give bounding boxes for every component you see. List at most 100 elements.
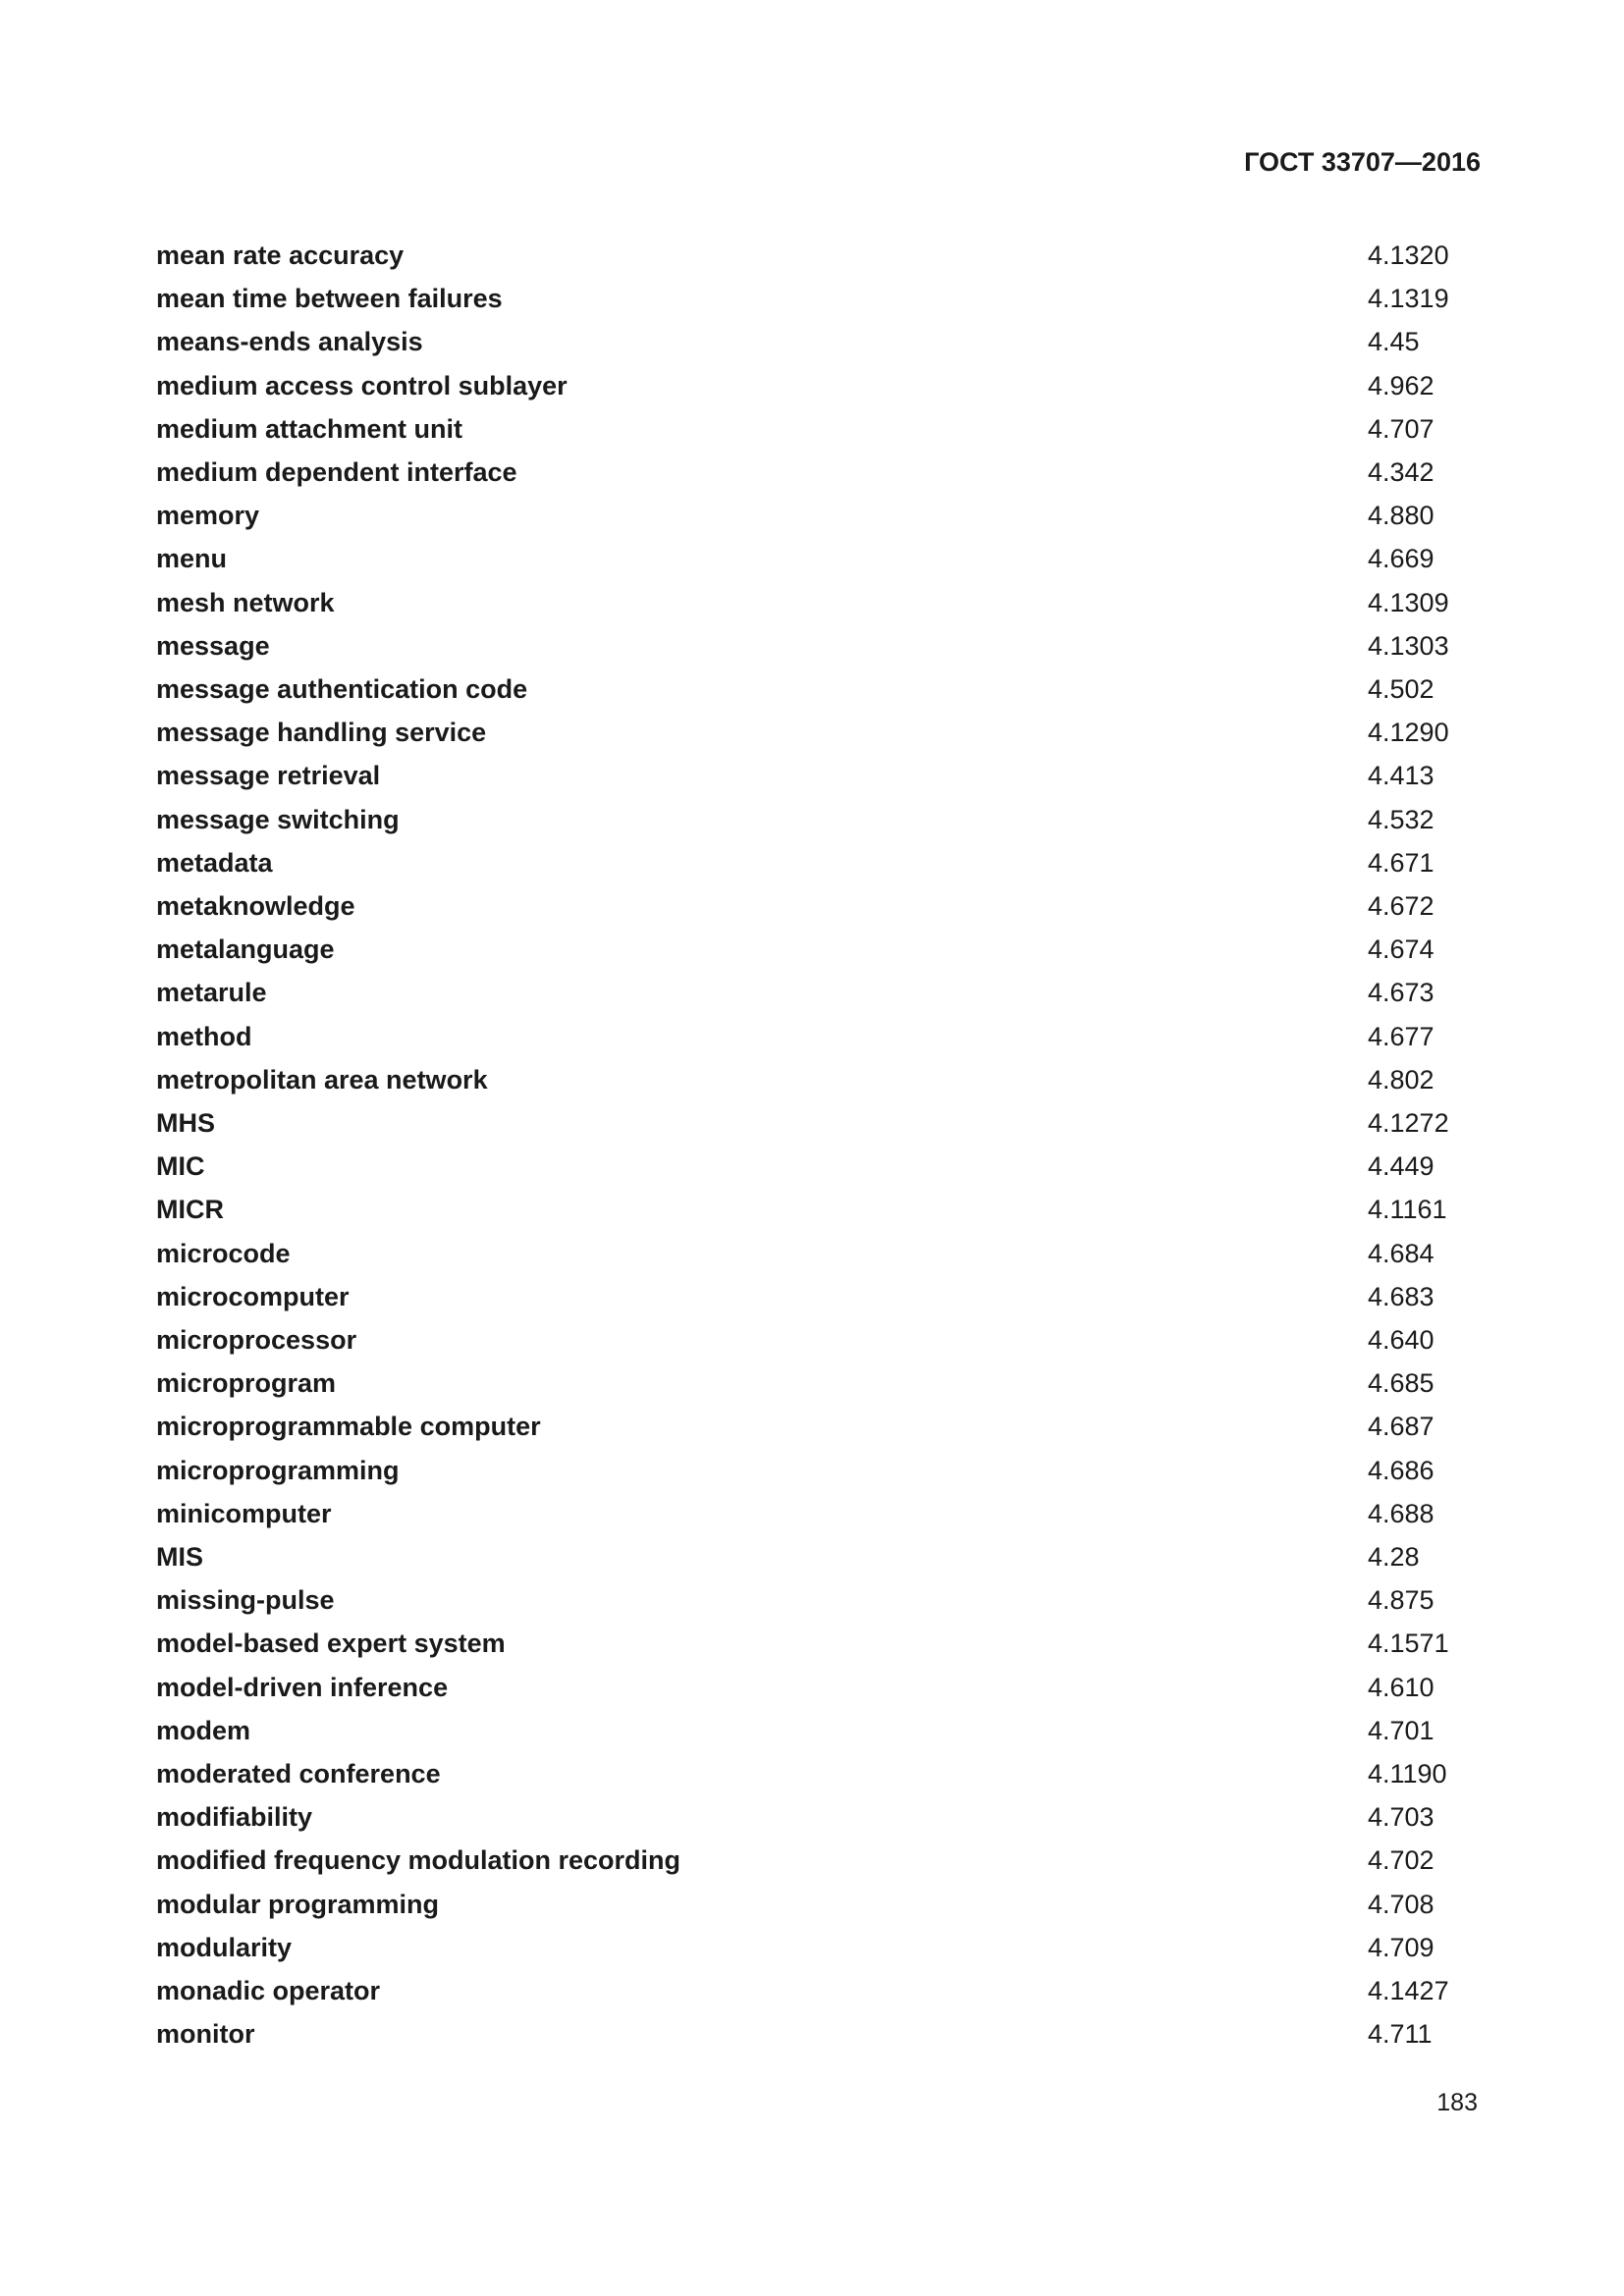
index-entry: method 4.677 bbox=[156, 1015, 1531, 1058]
entry-term: metadata bbox=[156, 847, 273, 878]
entry-reference: 4.686 bbox=[1368, 1455, 1435, 1485]
page-number: 183 bbox=[1436, 2089, 1478, 2116]
entry-reference: 4.342 bbox=[1368, 457, 1435, 487]
entry-reference: 4.701 bbox=[1368, 1715, 1435, 1745]
entry-reference: 4.671 bbox=[1368, 847, 1435, 878]
entry-reference: 4.1427 bbox=[1368, 1976, 1449, 2005]
entry-reference: 4.1319 bbox=[1368, 284, 1449, 314]
index-entry: metropolitan area network 4.802 bbox=[156, 1058, 1531, 1101]
index-entry: minicomputer 4.688 bbox=[156, 1492, 1531, 1535]
index-entry: metadata 4.671 bbox=[156, 841, 1531, 884]
entry-term: MIC bbox=[156, 1151, 205, 1182]
entry-term: microprogram bbox=[156, 1368, 337, 1399]
entry-reference: 4.875 bbox=[1368, 1585, 1435, 1616]
index-entry: metaknowledge 4.672 bbox=[156, 884, 1531, 928]
entry-reference: 4.1309 bbox=[1368, 587, 1449, 617]
entry-term: modularity bbox=[156, 1932, 293, 1962]
index-entry: modularity 4.709 bbox=[156, 1926, 1531, 1969]
entry-reference: 4.1303 bbox=[1368, 630, 1449, 661]
entry-reference: 4.683 bbox=[1368, 1281, 1435, 1311]
entry-term: mesh network bbox=[156, 587, 335, 617]
index-entry: microprocessor 4.640 bbox=[156, 1318, 1531, 1362]
index-entry: missing-pulse 4.875 bbox=[156, 1578, 1531, 1622]
entry-reference: 4.532 bbox=[1368, 804, 1435, 834]
entry-term: metalanguage bbox=[156, 934, 335, 965]
index-entry: message 4.1303 bbox=[156, 624, 1531, 667]
entry-reference: 4.1272 bbox=[1368, 1108, 1449, 1138]
entry-reference: 4.702 bbox=[1368, 1845, 1435, 1876]
entry-term: modular programming bbox=[156, 1889, 440, 1919]
entry-reference: 4.802 bbox=[1368, 1064, 1435, 1095]
entry-term: message authentication code bbox=[156, 674, 528, 704]
entry-term: mean time between failures bbox=[156, 284, 503, 314]
index-entry: mesh network 4.1309 bbox=[156, 581, 1531, 624]
entry-reference: 4.688 bbox=[1368, 1498, 1435, 1528]
index-entry: message switching 4.532 bbox=[156, 798, 1531, 841]
entry-reference: 4.703 bbox=[1368, 1802, 1435, 1833]
index-entry: MIS 4.28 bbox=[156, 1535, 1531, 1578]
entry-reference: 4.1161 bbox=[1368, 1195, 1447, 1225]
entry-term: metarule bbox=[156, 978, 267, 1008]
entry-term: metaknowledge bbox=[156, 891, 355, 921]
entry-term: missing-pulse bbox=[156, 1585, 335, 1616]
entry-term: minicomputer bbox=[156, 1498, 332, 1528]
entry-term: moderated conference bbox=[156, 1759, 441, 1789]
entry-term: model-driven inference bbox=[156, 1672, 449, 1702]
index-entry: message handling service 4.1290 bbox=[156, 711, 1531, 754]
entry-reference: 4.674 bbox=[1368, 934, 1435, 965]
index-entry: mean rate accuracy 4.1320 bbox=[156, 234, 1531, 277]
entry-reference: 4.610 bbox=[1368, 1672, 1435, 1702]
entry-reference: 4.1290 bbox=[1368, 718, 1449, 748]
entry-reference: 4.449 bbox=[1368, 1151, 1435, 1182]
entry-reference: 4.685 bbox=[1368, 1368, 1435, 1399]
index-entry: mean time between failures 4.1319 bbox=[156, 277, 1531, 320]
entry-term: method bbox=[156, 1021, 252, 1051]
index-entry: MICR 4.1161 bbox=[156, 1188, 1531, 1231]
entry-term: modified frequency modulation recording bbox=[156, 1845, 681, 1876]
entry-reference: 4.1190 bbox=[1368, 1759, 1447, 1789]
index-entry: modifiability 4.703 bbox=[156, 1795, 1531, 1839]
entry-reference: 4.711 bbox=[1368, 2019, 1433, 2050]
entry-term: model-based expert system bbox=[156, 1629, 506, 1659]
index-entry: memory 4.880 bbox=[156, 494, 1531, 537]
entry-reference: 4.684 bbox=[1368, 1238, 1435, 1268]
entry-term: message handling service bbox=[156, 718, 487, 748]
entry-term: medium attachment unit bbox=[156, 413, 463, 444]
entry-term: MICR bbox=[156, 1195, 224, 1225]
entry-reference: 4.962 bbox=[1368, 370, 1435, 400]
index-entry: medium dependent interface 4.342 bbox=[156, 451, 1531, 494]
entry-term: MHS bbox=[156, 1108, 215, 1138]
entry-term: means-ends analysis bbox=[156, 327, 423, 357]
entry-reference: 4.672 bbox=[1368, 891, 1435, 921]
entry-term: microprogrammable computer bbox=[156, 1412, 541, 1442]
entry-term: mean rate accuracy bbox=[156, 240, 405, 270]
entry-term: microprocessor bbox=[156, 1325, 357, 1355]
entry-reference: 4.687 bbox=[1368, 1412, 1435, 1442]
index-entry: MIC 4.449 bbox=[156, 1145, 1531, 1188]
entry-term: microcomputer bbox=[156, 1281, 350, 1311]
index-entry: microcode 4.684 bbox=[156, 1232, 1531, 1275]
entry-reference: 4.45 bbox=[1368, 327, 1420, 357]
entry-reference: 4.673 bbox=[1368, 978, 1435, 1008]
index-entry: monadic operator 4.1427 bbox=[156, 1969, 1531, 2012]
entry-term: modem bbox=[156, 1715, 251, 1745]
entry-reference: 4.677 bbox=[1368, 1021, 1435, 1051]
entry-term: monitor bbox=[156, 2019, 255, 2050]
standard-designation: ГОСТ 33707—2016 bbox=[1244, 147, 1481, 177]
index-entry: modified frequency modulation recording 4… bbox=[156, 1839, 1531, 1882]
index-entry: means-ends analysis 4.45 bbox=[156, 320, 1531, 363]
entry-reference: 4.669 bbox=[1368, 544, 1435, 574]
entry-reference: 4.28 bbox=[1368, 1542, 1420, 1572]
index-entry: metarule 4.673 bbox=[156, 971, 1531, 1014]
index-entry: model-driven inference 4.610 bbox=[156, 1666, 1531, 1709]
entry-term: message switching bbox=[156, 804, 400, 834]
entry-reference: 4.640 bbox=[1368, 1325, 1435, 1355]
entry-term: modifiability bbox=[156, 1802, 313, 1833]
index-entry: microprogram 4.685 bbox=[156, 1362, 1531, 1405]
entry-reference: 4.708 bbox=[1368, 1889, 1435, 1919]
index-entry: microprogrammable computer 4.687 bbox=[156, 1405, 1531, 1448]
index-entry: menu 4.669 bbox=[156, 537, 1531, 580]
index-entry: MHS 4.1272 bbox=[156, 1101, 1531, 1145]
entry-reference: 4.709 bbox=[1368, 1932, 1435, 1962]
index-entry: message authentication code 4.502 bbox=[156, 667, 1531, 711]
